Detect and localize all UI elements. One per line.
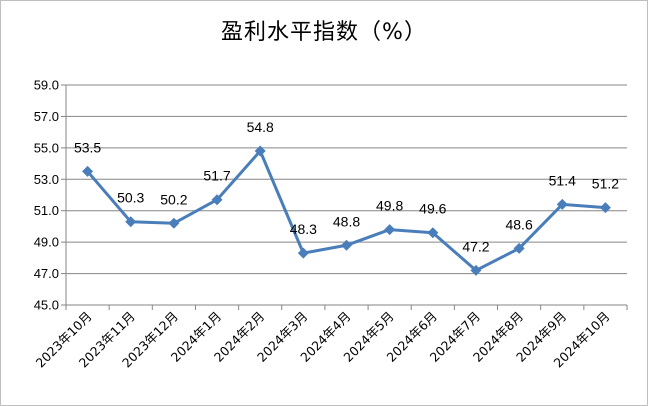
data-point-marker bbox=[254, 145, 266, 157]
y-tick-label: 53.0 bbox=[34, 172, 59, 187]
data-point-marker bbox=[82, 165, 94, 177]
y-tick-label: 59.0 bbox=[34, 78, 59, 93]
data-point-marker bbox=[427, 227, 439, 239]
data-point-marker bbox=[341, 239, 352, 251]
x-axis-tick-labels: 2023年10月2023年11月2023年12月2024年1月2024年2月20… bbox=[33, 309, 613, 371]
data-point-marker bbox=[384, 224, 396, 236]
data-point-marker bbox=[599, 202, 611, 214]
axes bbox=[61, 84, 628, 310]
chart-title: 盈利水平指数（%） bbox=[221, 20, 427, 45]
data-label: 47.2 bbox=[462, 238, 489, 254]
gridlines bbox=[66, 84, 627, 275]
y-tick-label: 45.0 bbox=[34, 298, 59, 313]
data-point-marker bbox=[470, 264, 482, 276]
y-tick-label: 51.0 bbox=[34, 203, 59, 218]
y-tick-label: 57.0 bbox=[34, 109, 59, 124]
data-label: 50.2 bbox=[160, 191, 187, 207]
data-label: 49.8 bbox=[376, 198, 403, 214]
data-label: 49.6 bbox=[419, 201, 446, 217]
y-tick-label: 47.0 bbox=[34, 266, 59, 281]
data-label: 50.3 bbox=[117, 190, 144, 206]
data-point-marker bbox=[513, 242, 525, 254]
y-tick-label: 55.0 bbox=[34, 140, 59, 155]
data-label: 48.8 bbox=[333, 213, 360, 229]
data-label: 54.8 bbox=[247, 119, 274, 135]
data-label: 51.7 bbox=[203, 168, 230, 184]
data-label: 51.2 bbox=[592, 176, 619, 192]
data-labels: 53.5 50.3 50.2 51.7 54.8 48.3 48.8 49.8 49.6 47.2… bbox=[74, 119, 619, 254]
data-point-marker bbox=[168, 217, 180, 229]
data-label: 53.5 bbox=[74, 139, 101, 155]
data-label: 51.4 bbox=[549, 172, 576, 188]
y-tick-label: 49.0 bbox=[34, 235, 59, 250]
data-label: 48.6 bbox=[505, 216, 532, 232]
data-label: 48.3 bbox=[290, 221, 317, 237]
data-point-marker bbox=[297, 247, 309, 259]
y-axis-tick-labels: 45.0 47.0 49.0 51.0 53.0 55.0 57.0 59.0 bbox=[34, 78, 59, 313]
series bbox=[82, 145, 611, 276]
data-point-marker bbox=[211, 194, 223, 206]
data-point-marker bbox=[556, 198, 568, 210]
data-point-marker bbox=[125, 216, 137, 228]
